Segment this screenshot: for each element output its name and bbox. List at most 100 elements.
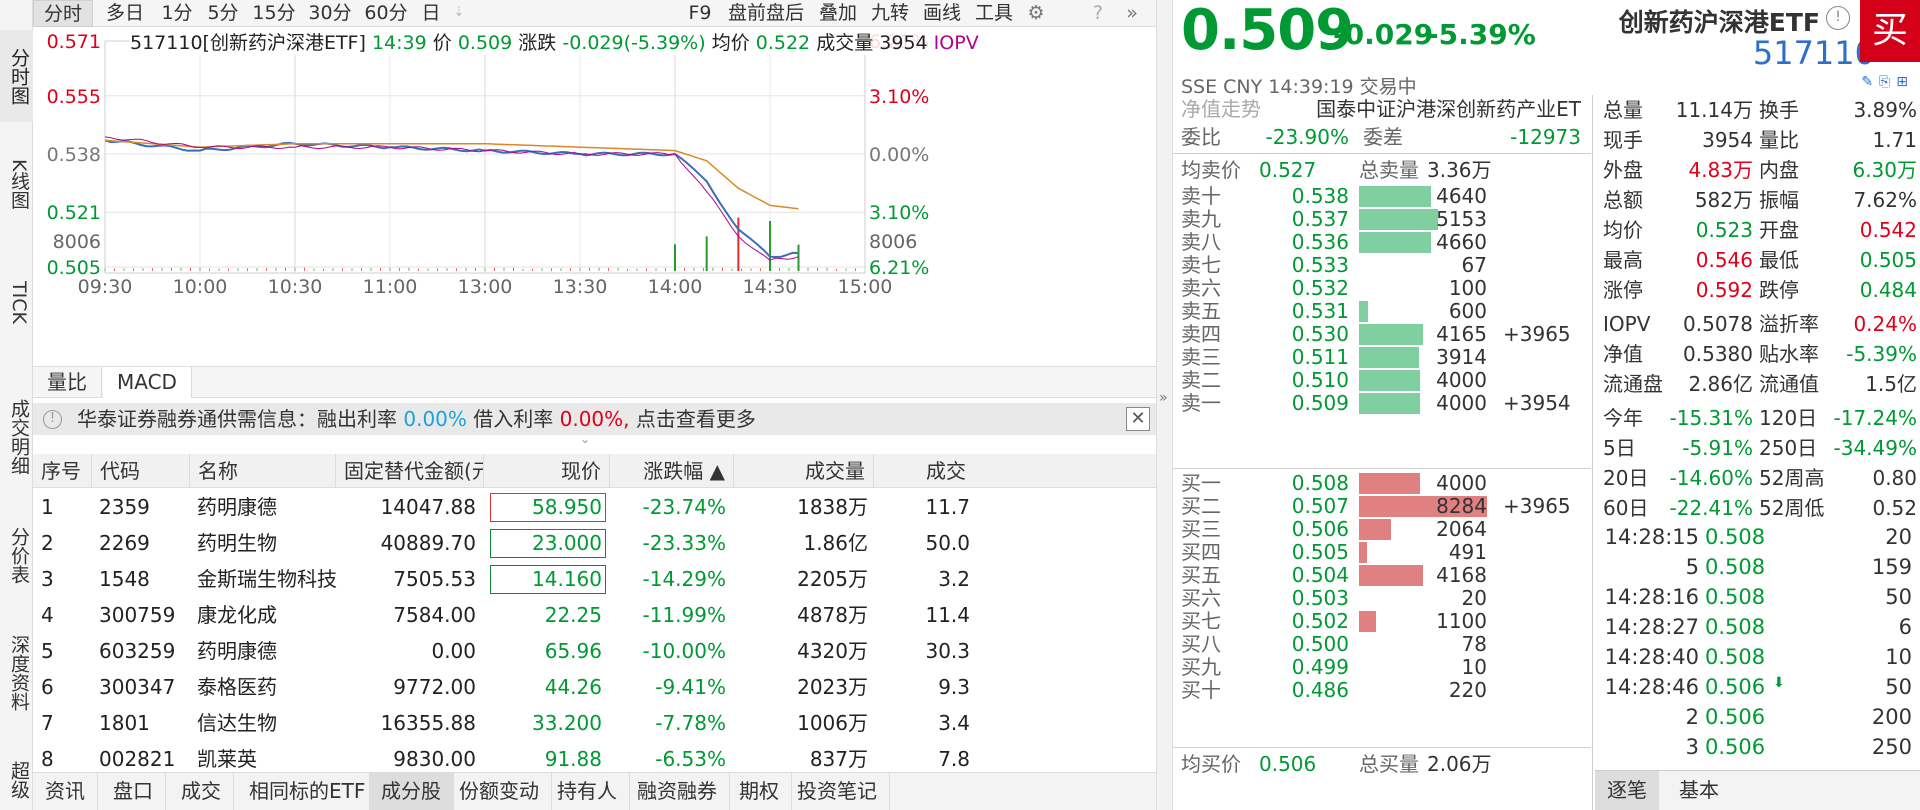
draw-line-button[interactable]: 画线 — [922, 2, 961, 24]
nine-turn-button[interactable]: 九转 — [870, 2, 909, 24]
tab-share-change[interactable]: 份额变动 — [447, 773, 552, 810]
level-label: 卖六 — [1181, 276, 1221, 300]
tab-notes[interactable]: 投资笔记 — [785, 773, 890, 810]
premarket-button[interactable]: 盘前盘后 — [727, 2, 804, 24]
side-nav-timeshare[interactable]: 分时图 — [0, 30, 33, 122]
side-nav-tick[interactable]: TICK — [8, 280, 30, 324]
table-row[interactable]: 1 2359 药明康德 14047.88 58.950 -23.74% 1838万 11.7 — [33, 489, 1156, 525]
period-timeshare[interactable]: 分时 — [33, 0, 93, 27]
ask-level[interactable]: 卖三 0.511 3914 — [1173, 346, 1591, 369]
tab-trades[interactable]: 成交 — [169, 773, 234, 810]
period-30min[interactable]: 30分 — [308, 2, 352, 24]
bid-level[interactable]: 买二 0.507 8284 +3965 — [1173, 495, 1591, 518]
col-name[interactable]: 名称 — [190, 454, 336, 488]
close-icon[interactable]: ✕ — [1126, 407, 1150, 431]
ask-level[interactable]: 卖九 0.537 5153 — [1173, 208, 1591, 231]
tab-basic[interactable]: 基本 — [1679, 778, 1719, 802]
side-nav-super[interactable]: 超级 — [8, 761, 30, 799]
period-15min[interactable]: 15分 — [252, 2, 296, 24]
chart-vol-label: 成交量 — [816, 32, 874, 54]
col-change-pct[interactable]: 涨跌幅 ▲ — [610, 454, 734, 488]
tab-news[interactable]: 资讯 — [33, 773, 98, 810]
col-index[interactable]: 序号 — [33, 454, 92, 488]
col-volume[interactable]: 成交量 — [734, 454, 874, 488]
table-row[interactable]: 5 603259 药明康德 0.00 65.96 -10.00% 4320万 30.3 — [33, 633, 1156, 669]
table-row[interactable]: 8 002821 凯莱英 9830.00 91.88 -6.53% 837万 7.8 — [33, 741, 1156, 772]
tab-tick-by-tick[interactable]: 逐笔 — [1595, 771, 1659, 810]
ask-level[interactable]: 卖八 0.536 4660 — [1173, 231, 1591, 254]
stat-value: -15.31% — [1669, 406, 1753, 430]
bid-level[interactable]: 买八 0.500 78 — [1173, 633, 1591, 656]
tools-button[interactable]: 工具 — [974, 2, 1013, 24]
help-icon[interactable]: ? — [1092, 2, 1104, 24]
period-multiday[interactable]: 多日 — [105, 2, 144, 24]
dropdown-icon[interactable]: ⇣ — [453, 5, 465, 20]
bid-level[interactable]: 买四 0.505 491 — [1173, 541, 1591, 564]
collapse-right-icon[interactable]: » — [1126, 2, 1138, 24]
side-nav-kline[interactable]: K线图 — [8, 158, 30, 210]
ask-level[interactable]: 卖十 0.538 4640 — [1173, 185, 1591, 208]
intraday-chart[interactable]: 0.571 0.555 0.538 0.521 0.505 8006 6.21% 3.10% 0… — [33, 27, 1156, 365]
table-row[interactable]: 4 300759 康龙化成 7584.00 22.25 -11.99% 4878万 11.4 — [33, 597, 1156, 633]
depth-bar — [1359, 232, 1431, 253]
tab-constituents[interactable]: 成分股 — [369, 773, 454, 810]
col-code[interactable]: 代码 — [92, 454, 190, 488]
stat-value: 6.30万 — [1852, 158, 1917, 182]
ask-level[interactable]: 卖二 0.510 4000 — [1173, 369, 1591, 392]
table-row[interactable]: 2 2269 药明生物 40889.70 23.000 -23.33% 1.86亿 50.0 — [33, 525, 1156, 561]
col-price[interactable]: 现价 — [484, 454, 610, 488]
tab-order-book[interactable]: 盘口 — [101, 773, 166, 810]
bid-level[interactable]: 买九 0.499 10 — [1173, 656, 1591, 679]
bid-level[interactable]: 买五 0.504 4168 — [1173, 564, 1591, 587]
table-row[interactable]: 7 1801 信达生物 16355.88 33.200 -7.78% 1006万 3.4 — [33, 705, 1156, 741]
bid-level[interactable]: 买一 0.508 4000 — [1173, 472, 1591, 495]
tick-volume: 250 — [1871, 735, 1912, 759]
f9-button[interactable]: F9 — [688, 2, 712, 24]
period-1min[interactable]: 1分 — [161, 2, 193, 24]
avg-buy-label: 均买价 — [1181, 752, 1241, 776]
table-row[interactable]: 6 300347 泰格医药 9772.00 44.26 -9.41% 2023万 9.3 — [33, 669, 1156, 705]
bid-level[interactable]: 买三 0.506 2064 — [1173, 518, 1591, 541]
tab-same-etf[interactable]: 相同标的ETF — [237, 773, 379, 810]
side-nav-price-table[interactable]: 分价表 — [8, 526, 30, 584]
panel-tool-icons[interactable]: ✎⎘⊞ — [1861, 74, 1914, 90]
tab-margin[interactable]: 融资融券 — [625, 773, 730, 810]
bid-level[interactable]: 买十 0.486 220 — [1173, 679, 1591, 702]
side-nav-trade-detail[interactable]: 成交明细 — [8, 399, 30, 475]
overlay-button[interactable]: 叠加 — [818, 2, 857, 24]
ask-level[interactable]: 卖一 0.509 4000 +3954 — [1173, 392, 1591, 415]
buy-button[interactable]: 买 — [1860, 0, 1920, 62]
period-5min[interactable]: 5分 — [207, 2, 239, 24]
tick-row: 14:28:15 0.508 20 — [1595, 522, 1920, 552]
bid-level[interactable]: 买六 0.503 20 — [1173, 587, 1591, 610]
col-turnover[interactable]: 成交 — [926, 459, 966, 483]
period-day[interactable]: 日 — [421, 2, 441, 24]
expand-icon[interactable]: » — [1159, 390, 1168, 406]
ask-level[interactable]: 卖五 0.531 600 — [1173, 300, 1591, 323]
side-nav-depth[interactable]: 深度资料 — [8, 635, 30, 711]
tab-holders[interactable]: 持有人 — [545, 773, 630, 810]
info-icon[interactable]: ! — [1826, 6, 1850, 30]
nav-row[interactable]: 净值走势 国泰中证沪港深创新药产业ET — [1173, 95, 1591, 123]
ask-level[interactable]: 卖七 0.533 67 — [1173, 254, 1591, 277]
notice-more-link[interactable]: 点击查看更多 — [635, 407, 756, 431]
tab-macd[interactable]: MACD — [103, 367, 192, 398]
tab-options[interactable]: 期权 — [727, 773, 792, 810]
ask-level[interactable]: 卖四 0.530 4165 +3965 — [1173, 323, 1591, 346]
ask-level[interactable]: 卖六 0.532 100 — [1173, 277, 1591, 300]
tab-volume-ratio[interactable]: 量比 — [33, 367, 102, 398]
tick-list[interactable]: 14:28:15 0.508 20 5 0.508 159 14:28:16 0.508 50 1… — [1595, 522, 1920, 762]
level-label: 买九 — [1181, 655, 1221, 679]
table-row[interactable]: 3 1548 金斯瑞生物科技 7505.53 14.160 -14.29% 2205万 3.2 — [33, 561, 1156, 597]
chevron-down-icon[interactable]: ⌄ — [580, 432, 591, 446]
margin-notice[interactable]: ! 华泰证券融券通供需信息：融出利率 0.00% 借入利率 0.00%, 点击查… — [33, 403, 1156, 435]
tick-time: 14:28:40 — [1604, 645, 1699, 669]
bid-level[interactable]: 买七 0.502 1100 — [1173, 610, 1591, 633]
row-price: 22.25 — [544, 603, 602, 627]
period-60min[interactable]: 60分 — [364, 2, 408, 24]
gear-icon[interactable]: ⚙ — [1027, 2, 1045, 24]
wb-value: -23.90% — [1265, 125, 1349, 149]
panel-splitter[interactable]: » — [1156, 0, 1173, 810]
level-volume: 20 — [1461, 586, 1487, 610]
col-fixed-amount[interactable]: 固定替代金额(元) — [336, 454, 484, 488]
